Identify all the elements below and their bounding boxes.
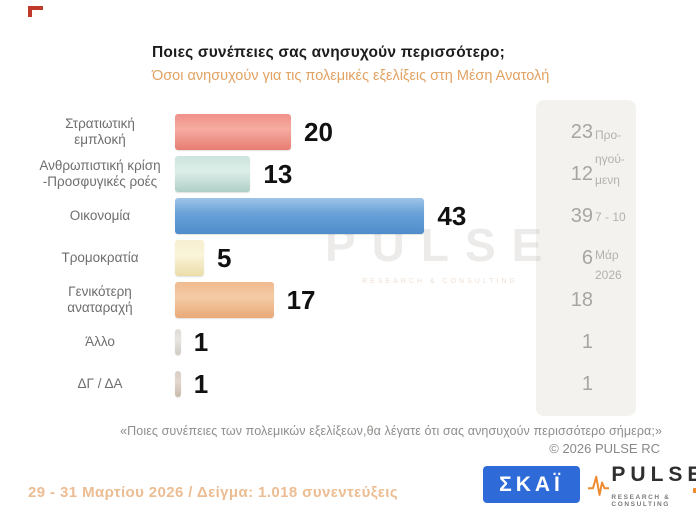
- chart-row: Τρομοκρατία 5 6: [25, 240, 637, 276]
- period-label-line: 7 - 10: [595, 210, 626, 224]
- previous-value-label: 18: [570, 288, 593, 311]
- previous-value-label: 23: [570, 120, 593, 143]
- bar-area: 1: [175, 327, 545, 358]
- chart-row: ΔΓ / ΔΑ 1 1: [25, 366, 637, 402]
- category-label: Τρομοκρατία: [61, 249, 139, 265]
- bar: [175, 240, 204, 276]
- bar: [175, 282, 274, 318]
- bar: [175, 114, 291, 150]
- bar: [175, 329, 181, 355]
- current-value-label: 43: [437, 200, 467, 231]
- chart-rows: Στρατιωτική εμπλοκή 20 23 Ανθρωπιστική κρίσ…: [25, 106, 637, 402]
- category-label: Οικονομία: [69, 207, 131, 223]
- chart-row: Ανθρωπιστική κρίση -Προσφυγικές ροές 13 12: [25, 156, 637, 192]
- title-block: Ποιες συνέπειες σας ανησυχούν περισσότερ…: [152, 44, 672, 84]
- skai-logo: ΣΚΑΪ: [483, 466, 580, 503]
- category-label: Ανθρωπιστική κρίση -Προσφυγικές ροές: [39, 157, 161, 189]
- bar: [175, 198, 425, 234]
- pulse-logo-orange-tag: [693, 488, 696, 493]
- previous-value-label: 1: [581, 372, 593, 395]
- bar-area: 1: [175, 369, 545, 400]
- bar-area: 20: [175, 114, 545, 150]
- previous-wave-panel: [536, 100, 636, 416]
- previous-value-label: 39: [570, 204, 593, 227]
- category-label: Στρατιωτική εμπλοκή: [65, 115, 135, 147]
- chart-row: Οικονομία 43 39: [25, 198, 637, 234]
- bar: [175, 156, 251, 192]
- period-label-line: 2026: [595, 268, 622, 282]
- pulse-logo: PULSE RESEARCH & CONSULTING: [588, 463, 696, 508]
- chart-subtitle: Όσοι ανησυχούν για τις πολεμικές εξελίξε…: [152, 68, 550, 84]
- category-label: ΔΓ / ΔΑ: [77, 375, 123, 391]
- bar-chart: PULSE RESEARCH & CONSULTING Στρατιωτική …: [25, 100, 637, 418]
- current-value-label: 20: [304, 116, 333, 147]
- chart-row: Στρατιωτική εμπλοκή 20 23: [25, 114, 637, 150]
- current-value-label: 5: [217, 242, 232, 273]
- skai-logo-text: ΣΚΑΪ: [499, 472, 564, 496]
- current-value-label: 1: [193, 368, 209, 399]
- bar-area: 13: [175, 156, 545, 192]
- period-label-line: μενη: [595, 173, 620, 187]
- red-corner-mark: [28, 6, 43, 17]
- copyright-note: © 2026 PULSE RC: [549, 441, 660, 456]
- previous-value-label: 1: [581, 330, 593, 353]
- bar-area: 5: [175, 240, 545, 276]
- question-footnote: «Ποιες συνέπειες των πολεμικών εξελίξεων…: [120, 424, 662, 438]
- bar-area: 17: [175, 282, 545, 318]
- previous-value-label: 12: [570, 162, 593, 185]
- fieldwork-dates-sample: 29 - 31 Μαρτίου 2026 / Δείγμα: 1.018 συν…: [28, 484, 399, 501]
- current-value-label: 13: [263, 158, 293, 189]
- category-label: Γενικότερη αναταραχή: [67, 283, 133, 315]
- bar: [175, 371, 181, 397]
- current-value-label: 17: [286, 284, 316, 315]
- period-label-line: Μάρ: [595, 248, 619, 262]
- chart-row: Άλλο 1 1: [25, 324, 637, 360]
- pulse-logo-textblock: PULSE RESEARCH & CONSULTING: [611, 463, 696, 508]
- period-label-line: ηγού-: [595, 152, 625, 166]
- category-label: Άλλο: [85, 333, 115, 349]
- pulse-logo-name: PULSE: [611, 463, 696, 486]
- bar-area: 43: [175, 198, 545, 234]
- period-label-line: Προ-: [595, 128, 622, 142]
- pulse-logo-subtitle: RESEARCH & CONSULTING: [611, 494, 671, 508]
- ecg-waveform-icon: [588, 475, 610, 496]
- previous-value-label: 6: [581, 246, 593, 269]
- chart-title: Ποιες συνέπειες σας ανησυχούν περισσότερ…: [152, 44, 505, 61]
- chart-row: Γενικότερη αναταραχή 17 18: [25, 282, 637, 318]
- current-value-label: 1: [193, 326, 209, 357]
